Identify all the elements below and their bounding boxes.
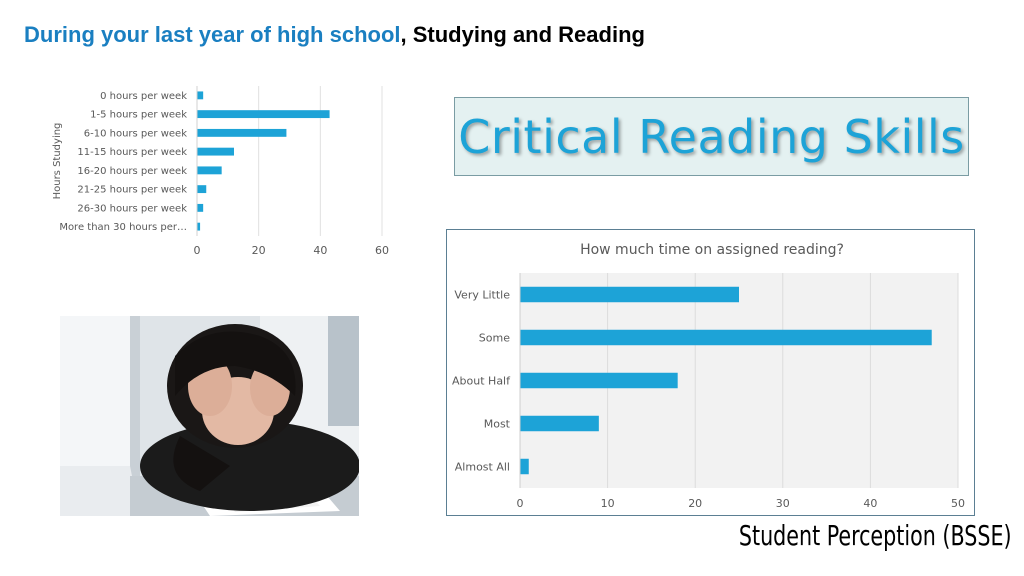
bar [197, 128, 287, 137]
y-axis-label: Hours Studying [52, 123, 63, 200]
category-label: 11-15 hours per week [77, 147, 187, 158]
x-tick-label: 0 [194, 244, 201, 257]
category-label: 21-25 hours per week [77, 185, 187, 196]
category-label: Very Little [454, 288, 510, 301]
slide-title-rest: , Studying and Reading [400, 22, 645, 47]
category-label: Most [484, 417, 511, 430]
slide-title: During your last year of high school, St… [24, 22, 645, 48]
category-label: 26-30 hours per week [77, 203, 187, 214]
bar [197, 147, 234, 156]
x-tick-label: 40 [863, 497, 877, 510]
category-label: Some [479, 331, 510, 344]
slide-caption: Student Perception (BSSE) [739, 519, 1012, 552]
category-label: 1-5 hours per week [90, 110, 187, 121]
bar [197, 185, 207, 194]
bar [520, 329, 932, 346]
bar [520, 286, 739, 303]
assigned-reading-chart-frame: 0 10 20 30 40 50 Very Little Some About Half Most… [446, 229, 975, 516]
category-label: Almost All [455, 460, 510, 473]
bar [197, 110, 330, 119]
banner-text: Critical Reading Skills [458, 109, 965, 164]
hours-studying-chart: 0 20 40 60 0 hours per week 1-5 hours per wee… [52, 86, 389, 257]
stressed-student-photo [60, 316, 359, 516]
x-tick-label: 50 [951, 497, 965, 510]
x-tick-label: 10 [601, 497, 615, 510]
bar [197, 222, 201, 231]
x-tick-label: 60 [375, 244, 389, 257]
slide-title-accent: During your last year of high school [24, 22, 401, 47]
bar [520, 458, 529, 475]
x-tick-label: 30 [776, 497, 790, 510]
x-tick-label: 20 [252, 244, 266, 257]
bar [197, 166, 222, 175]
bar [520, 415, 599, 432]
category-label: 16-20 hours per week [77, 166, 187, 177]
bar [197, 203, 204, 212]
category-label: 0 hours per week [100, 91, 187, 102]
category-label: About Half [452, 374, 511, 387]
bar [520, 372, 678, 389]
x-tick-label: 0 [517, 497, 524, 510]
x-tick-label: 40 [313, 244, 327, 257]
x-tick-label: 20 [688, 497, 702, 510]
bar [197, 91, 204, 100]
chart-title: How much time on assigned reading? [580, 242, 844, 258]
assigned-reading-chart: 0 10 20 30 40 50 Very Little Some About Half Most… [452, 242, 965, 510]
category-label: More than 30 hours per… [59, 222, 187, 233]
critical-reading-banner: Critical Reading Skills [454, 97, 969, 176]
stressed-student-illustration [60, 316, 359, 516]
category-label: 6-10 hours per week [84, 128, 187, 139]
